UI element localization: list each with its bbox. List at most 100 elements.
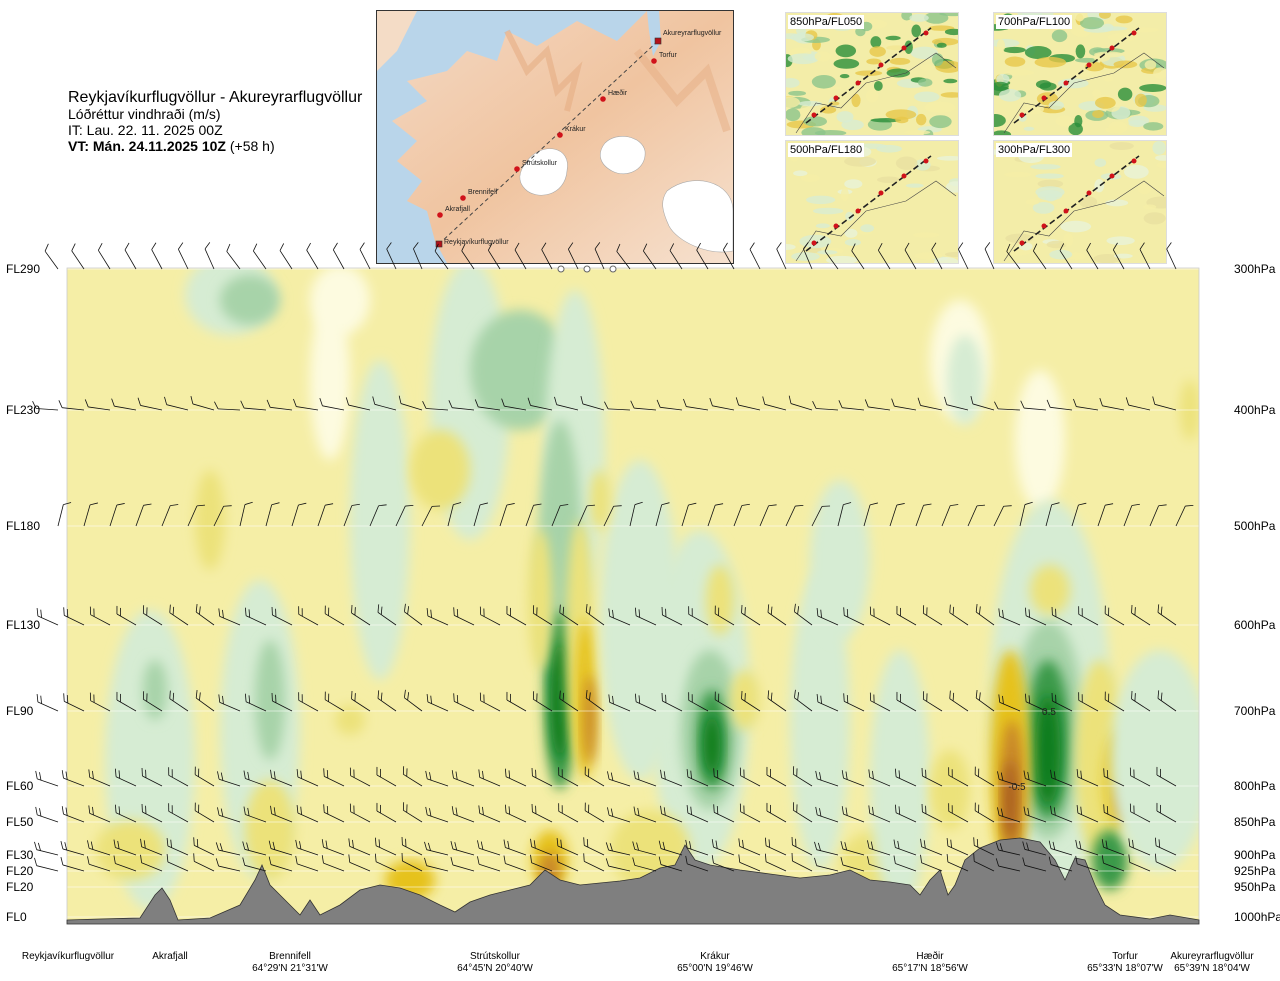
mini-field-blob <box>1098 13 1111 19</box>
mini-field-blob <box>945 181 958 193</box>
wind-barb <box>766 802 787 823</box>
mini-route-point <box>811 112 817 118</box>
mini-map-700[interactable]: 700hPa/FL100 <box>993 12 1167 136</box>
mini-map-label: 850hPa/FL050 <box>788 15 865 29</box>
wind-barb <box>696 242 709 270</box>
mini-field-blob <box>1143 212 1166 225</box>
route-airport-marker <box>654 37 662 45</box>
wind-barb <box>791 852 813 872</box>
wind-barb <box>824 243 839 270</box>
wind-barb <box>213 505 232 527</box>
mini-route-point <box>1086 62 1092 68</box>
wind-barb <box>214 401 241 411</box>
wind-barb <box>89 692 111 712</box>
route-waypoint-marker <box>600 96 606 102</box>
wind-barb <box>323 804 345 823</box>
wind-barb <box>97 243 111 270</box>
pressure-level-label: 1000hPa <box>1234 910 1280 924</box>
mini-route-point <box>923 158 929 164</box>
field-cell <box>528 530 552 670</box>
wind-barb <box>993 505 1012 527</box>
mini-field-blob <box>1107 33 1140 42</box>
wind-barb <box>421 505 441 527</box>
mini-field-blob <box>1004 56 1026 67</box>
wind-barb <box>816 607 839 626</box>
wind-barb <box>190 396 215 411</box>
wind-barb <box>616 243 631 270</box>
mini-field-blob <box>1094 158 1107 167</box>
mini-route-point <box>901 173 907 179</box>
waypoint-name: Reykjavíkurflugvöllur <box>21 951 115 962</box>
mini-map-850[interactable]: 850hPa/FL050 <box>785 12 959 136</box>
mini-map-graphic <box>994 141 1166 263</box>
wind-barb <box>1156 766 1177 787</box>
route-map[interactable]: Akureyrarflugvöllur Torfur Hæðir Krákur Strú… <box>376 10 734 264</box>
wind-barb <box>741 690 761 712</box>
field-cell <box>310 300 350 460</box>
field-cell <box>143 660 167 720</box>
mini-field-blob <box>886 68 911 78</box>
wind-barb <box>271 606 293 626</box>
wind-barb <box>1023 770 1047 787</box>
wind-barb <box>994 401 1021 411</box>
wind-barb <box>583 853 605 872</box>
field-cell <box>335 705 365 735</box>
flight-level-label: FL290 <box>6 262 40 276</box>
wind-barb <box>607 807 631 823</box>
wind-barb <box>893 839 917 856</box>
mini-field-blob <box>1117 87 1133 101</box>
wind-barb <box>995 842 1021 856</box>
wind-barb <box>525 503 542 527</box>
waypoint-label: Krákur 65°00'N 19°46'W <box>655 951 775 975</box>
wind-barb <box>920 854 943 872</box>
wind-barb <box>1022 857 1047 872</box>
wind-barb <box>711 839 735 856</box>
mini-map-500[interactable]: 500hPa/FL180 <box>785 140 959 264</box>
wind-barb <box>655 502 670 527</box>
wind-barb <box>425 770 449 787</box>
wind-barb <box>843 693 865 712</box>
mini-field-blob <box>929 115 952 129</box>
wind-barb <box>997 771 1021 787</box>
wind-barb <box>32 401 59 411</box>
wind-barb <box>541 242 553 270</box>
marker-circle <box>609 265 617 273</box>
wind-barb <box>785 504 804 527</box>
wind-barb <box>688 606 709 626</box>
wind-barb <box>530 838 553 856</box>
mini-field-blob <box>914 91 940 103</box>
mini-map-graphic <box>994 13 1166 135</box>
mini-route-point <box>1063 208 1069 214</box>
route-place-label: Strútskollur <box>522 160 558 167</box>
waypoint-label: Akrafjall <box>110 951 230 963</box>
mini-coastline <box>1003 180 1165 262</box>
wind-barb <box>386 242 397 270</box>
wind-barb <box>169 690 189 712</box>
wind-barb <box>767 690 787 712</box>
mini-field-blob <box>1048 100 1064 110</box>
wind-barb <box>585 604 605 626</box>
wind-barb <box>319 398 345 411</box>
wind-barb <box>531 803 553 823</box>
wind-barb <box>904 242 917 270</box>
mini-field-blob <box>1143 122 1164 131</box>
title-block: Reykjavíkurflugvöllur - Akureyrarflugvöl… <box>68 90 362 155</box>
wind-barb <box>1099 398 1125 411</box>
mini-field-blob <box>1055 115 1074 127</box>
wind-barb <box>34 857 59 872</box>
wind-barb <box>324 605 345 626</box>
wind-barb <box>217 807 241 823</box>
mini-map-300[interactable]: 300hPa/FL300 <box>993 140 1167 264</box>
wind-barb <box>306 242 319 270</box>
wind-barb <box>193 853 215 872</box>
wind-barb <box>242 857 267 872</box>
wind-barb <box>217 771 241 787</box>
wind-barb <box>434 243 449 270</box>
wind-barb <box>1075 839 1099 856</box>
wind-barb <box>583 837 605 856</box>
field-cell <box>350 360 410 680</box>
mini-field-blob <box>1035 173 1064 179</box>
wind-barb <box>1101 839 1125 856</box>
wind-barb <box>1050 805 1073 823</box>
mini-map-label: 700hPa/FL100 <box>996 15 1073 29</box>
